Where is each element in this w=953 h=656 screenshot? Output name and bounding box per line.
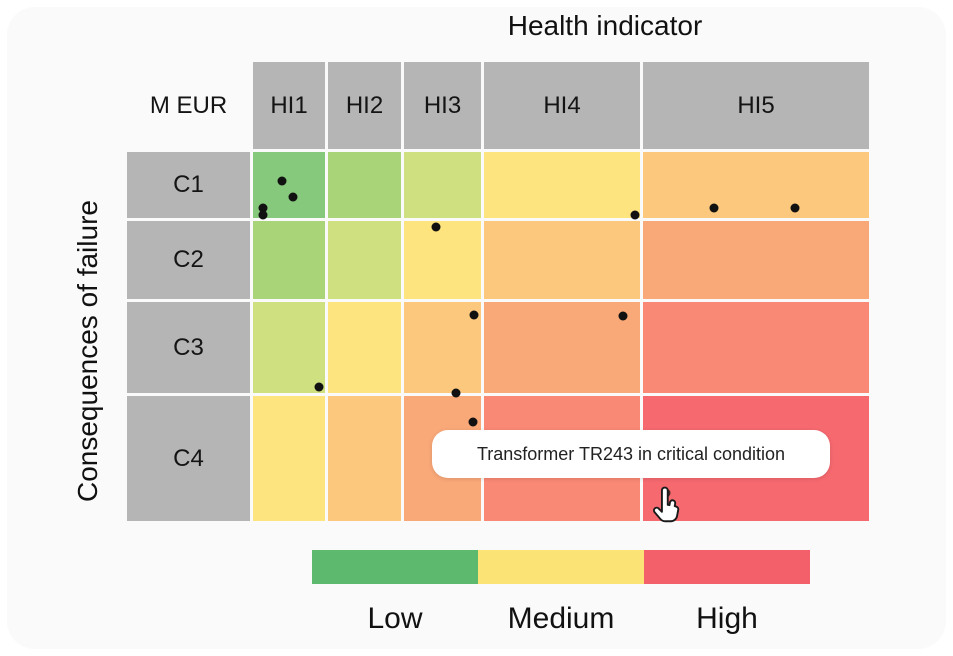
- matrix-cell-c2-hi5[interactable]: [643, 221, 869, 299]
- matrix-cell-c1-hi5[interactable]: [643, 152, 869, 218]
- data-point-c3-hi4[interactable]: [618, 311, 628, 321]
- legend-bar: [312, 550, 810, 584]
- row-header-c3: C3: [127, 302, 250, 393]
- data-point-c1-hi5[interactable]: [709, 203, 719, 213]
- legend-swatch-high: [644, 550, 810, 584]
- legend-labels: Low Medium High: [312, 602, 810, 636]
- column-header-hi2: HI2: [328, 62, 401, 149]
- unit-label: M EUR: [149, 91, 228, 119]
- row-header-c1: C1: [127, 152, 250, 218]
- matrix-cell-c4-hi1[interactable]: [253, 396, 325, 521]
- data-point-c1-hi1[interactable]: [258, 210, 268, 220]
- data-point-c1-hi5[interactable]: [790, 203, 800, 213]
- hand-cursor-icon: [650, 486, 682, 528]
- matrix-cell-c1-hi4[interactable]: [484, 152, 640, 218]
- legend-swatch-low: [312, 550, 478, 584]
- column-header-hi3: HI3: [404, 62, 481, 149]
- legend-label-low: Low: [367, 602, 423, 635]
- legend-label-medium: Medium: [507, 602, 615, 635]
- matrix-cell-c1-hi3[interactable]: [404, 152, 481, 218]
- row-header-c2: C2: [127, 221, 250, 299]
- column-header-hi4: HI4: [484, 62, 640, 149]
- legend-label-high: High: [696, 602, 758, 635]
- matrix-cell-c2-hi1[interactable]: [253, 221, 325, 299]
- data-point-c3-hi3[interactable]: [469, 310, 479, 320]
- matrix-cell-c3-hi3[interactable]: [404, 302, 481, 393]
- data-point-c2-hi3[interactable]: [431, 222, 441, 232]
- matrix-cell-c1-hi2[interactable]: [328, 152, 401, 218]
- risk-matrix-grid: M EUR HI1 HI2 HI3 HI4 HI5 C1 C2 C3 C4: [127, 62, 869, 521]
- row-header-c4: C4: [127, 396, 250, 521]
- matrix-cell-c3-hi1[interactable]: [253, 302, 325, 393]
- y-axis-label: Consequences of failure: [72, 200, 103, 502]
- data-point-c1-hi1[interactable]: [288, 192, 298, 202]
- matrix-cell-c2-hi3[interactable]: [404, 221, 481, 299]
- column-header-hi5: HI5: [643, 62, 869, 149]
- data-point-c3-hi3[interactable]: [451, 388, 461, 398]
- data-point-c1-hi4[interactable]: [630, 210, 640, 220]
- data-point-c3-hi1[interactable]: [314, 382, 324, 392]
- chart-title: Health indicator: [507, 10, 703, 41]
- column-header-hi1: HI1: [253, 62, 325, 149]
- data-point-c1-hi1[interactable]: [277, 176, 287, 186]
- matrix-cell-c2-hi2[interactable]: [328, 221, 401, 299]
- matrix-cell-c4-hi2[interactable]: [328, 396, 401, 521]
- matrix-cell-c3-hi2[interactable]: [328, 302, 401, 393]
- tooltip-text: Transformer TR243 in critical condition: [476, 443, 786, 464]
- tooltip: Transformer TR243 in critical condition: [432, 430, 830, 478]
- data-point-c1-hi1[interactable]: [258, 203, 268, 213]
- matrix-cell-c3-hi5[interactable]: [643, 302, 869, 393]
- matrix-cell-c3-hi4[interactable]: [484, 302, 640, 393]
- matrix-cell-c2-hi4[interactable]: [484, 221, 640, 299]
- data-point-c4-hi3[interactable]: [468, 417, 478, 427]
- legend-swatch-medium: [478, 550, 644, 584]
